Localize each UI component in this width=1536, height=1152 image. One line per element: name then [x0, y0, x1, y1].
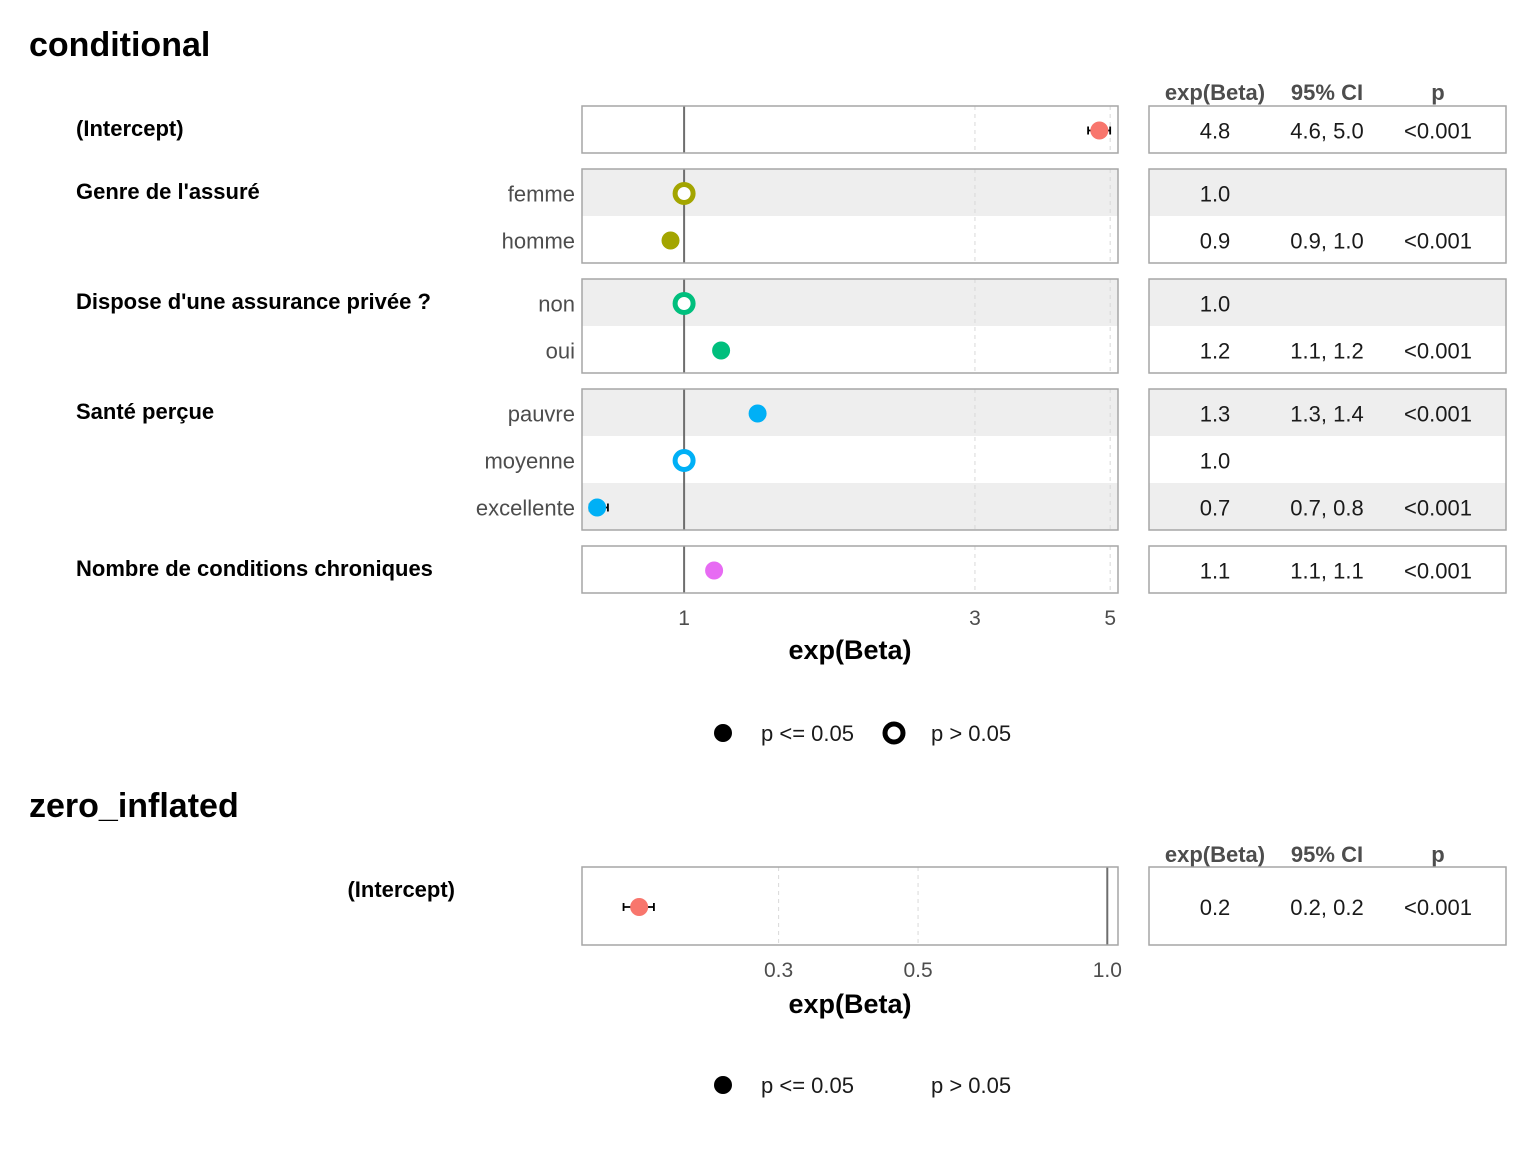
term-group: Dispose d'une assurance privée ? non 1.0 ou…	[76, 278, 1507, 374]
cell-p: <0.001	[1404, 402, 1472, 427]
section-title: conditional	[29, 26, 210, 64]
term-label: (Intercept)	[347, 877, 455, 902]
row-band	[582, 169, 1118, 216]
cell-estimate: 1.0	[1200, 292, 1231, 317]
row-band	[582, 279, 1118, 326]
legend-significant-marker	[714, 724, 732, 742]
estimate-point	[1090, 121, 1109, 140]
x-tick-label: 0.3	[764, 959, 793, 982]
term-label: Santé perçue	[76, 399, 214, 424]
cell-p: <0.001	[1404, 229, 1472, 254]
x-tick-label: 0.5	[903, 959, 932, 982]
section-title: zero_inflated	[29, 787, 239, 825]
plot-panel	[581, 388, 1119, 531]
term-group: Santé perçue pauvre 1.3 1.3, 1.4 <0.001 moyen…	[76, 388, 1507, 531]
table-column-header: 95% CI	[1291, 842, 1363, 867]
plot-panel	[581, 545, 1119, 594]
row-band	[582, 389, 1118, 436]
estimate-point	[748, 404, 767, 423]
table-column-header: exp(Beta)	[1165, 842, 1265, 867]
estimate-point	[588, 498, 607, 517]
legend-nonsignificant-label: p > 0.05	[931, 721, 1011, 746]
cell-p: <0.001	[1404, 895, 1472, 920]
cell-estimate: 1.0	[1200, 182, 1231, 207]
estimate-point	[661, 231, 680, 250]
cell-estimate: 0.9	[1200, 229, 1231, 254]
legend-significant-label: p <= 0.05	[761, 1073, 854, 1098]
table-panel	[1148, 105, 1507, 154]
cell-p: <0.001	[1404, 559, 1472, 584]
cell-estimate: 1.0	[1200, 449, 1231, 474]
plot-panel	[581, 278, 1119, 374]
cell-estimate: 0.7	[1200, 496, 1231, 521]
cell-ci: 1.1, 1.1	[1290, 559, 1363, 584]
forest-section-conditional: conditional exp(Beta) 95% CI p (Intercept) 4.…	[29, 26, 1507, 746]
table-row-band	[1149, 279, 1506, 326]
cell-estimate: 4.8	[1200, 119, 1231, 144]
cell-ci: 0.9, 1.0	[1290, 229, 1363, 254]
x-tick-label: 5	[1104, 607, 1116, 630]
legend-significant-marker	[714, 1076, 732, 1094]
table-column-header: p	[1431, 80, 1444, 105]
level-label: moyenne	[484, 449, 575, 474]
cell-p: <0.001	[1404, 119, 1472, 144]
table-row-band	[1149, 483, 1506, 530]
level-label: homme	[502, 229, 575, 254]
table-panel	[1148, 388, 1507, 531]
estimate-point-reference	[672, 449, 696, 472]
term-label: (Intercept)	[76, 116, 184, 141]
term-group: (Intercept) 0.2 0.2, 0.2 <0.001	[347, 866, 1507, 946]
term-label: Dispose d'une assurance privée ?	[76, 289, 431, 314]
estimate-point	[705, 561, 724, 580]
term-group: Genre de l'assuré femme 1.0 homme 0.9 0.9, 1.…	[76, 168, 1507, 264]
row-band	[582, 483, 1118, 530]
table-panel	[1148, 866, 1507, 946]
table-column-header: p	[1431, 842, 1444, 867]
term-label: Genre de l'assuré	[76, 179, 260, 204]
term-group: Nombre de conditions chroniques 1.1 1.1, 1…	[76, 545, 1507, 594]
cell-ci: 1.1, 1.2	[1290, 339, 1363, 364]
level-label: excellente	[476, 496, 575, 521]
plot-panel	[581, 168, 1119, 264]
level-label: pauvre	[508, 402, 575, 427]
term-label: Nombre de conditions chroniques	[76, 556, 433, 581]
term-group: (Intercept) 4.8 4.6, 5.0 <0.001	[76, 105, 1507, 154]
x-axis-label: exp(Beta)	[788, 989, 911, 1019]
cell-ci: 0.2, 0.2	[1290, 895, 1363, 920]
legend-nonsignificant-marker	[882, 721, 906, 745]
legend-nonsignificant-label: p > 0.05	[931, 1073, 1011, 1098]
legend-significant-label: p <= 0.05	[761, 721, 854, 746]
x-tick-label: 3	[969, 607, 981, 630]
cell-estimate: 0.2	[1200, 895, 1231, 920]
table-column-header: 95% CI	[1291, 80, 1363, 105]
estimate-point-reference	[672, 292, 696, 315]
level-label: non	[538, 292, 575, 317]
cell-estimate: 1.3	[1200, 402, 1231, 427]
cell-estimate: 1.1	[1200, 559, 1231, 584]
estimate-point-reference	[672, 182, 696, 205]
table-column-header: exp(Beta)	[1165, 80, 1265, 105]
level-label: femme	[508, 182, 575, 207]
x-axis-label: exp(Beta)	[788, 635, 911, 665]
cell-estimate: 1.2	[1200, 339, 1231, 364]
table-panel	[1148, 168, 1507, 264]
cell-p: <0.001	[1404, 496, 1472, 521]
cell-ci: 0.7, 0.8	[1290, 496, 1363, 521]
cell-p: <0.001	[1404, 339, 1472, 364]
cell-ci: 1.3, 1.4	[1290, 402, 1363, 427]
table-panel	[1148, 278, 1507, 374]
table-row-band	[1149, 389, 1506, 436]
estimate-point	[630, 898, 649, 916]
x-tick-label: 1.0	[1093, 959, 1122, 982]
cell-ci: 4.6, 5.0	[1290, 119, 1363, 144]
table-row-band	[1149, 169, 1506, 216]
x-tick-label: 1	[678, 607, 690, 630]
level-label: oui	[546, 339, 575, 364]
table-panel	[1148, 545, 1507, 594]
estimate-point	[712, 341, 731, 360]
plot-panel	[581, 866, 1119, 946]
plot-panel	[581, 105, 1119, 154]
